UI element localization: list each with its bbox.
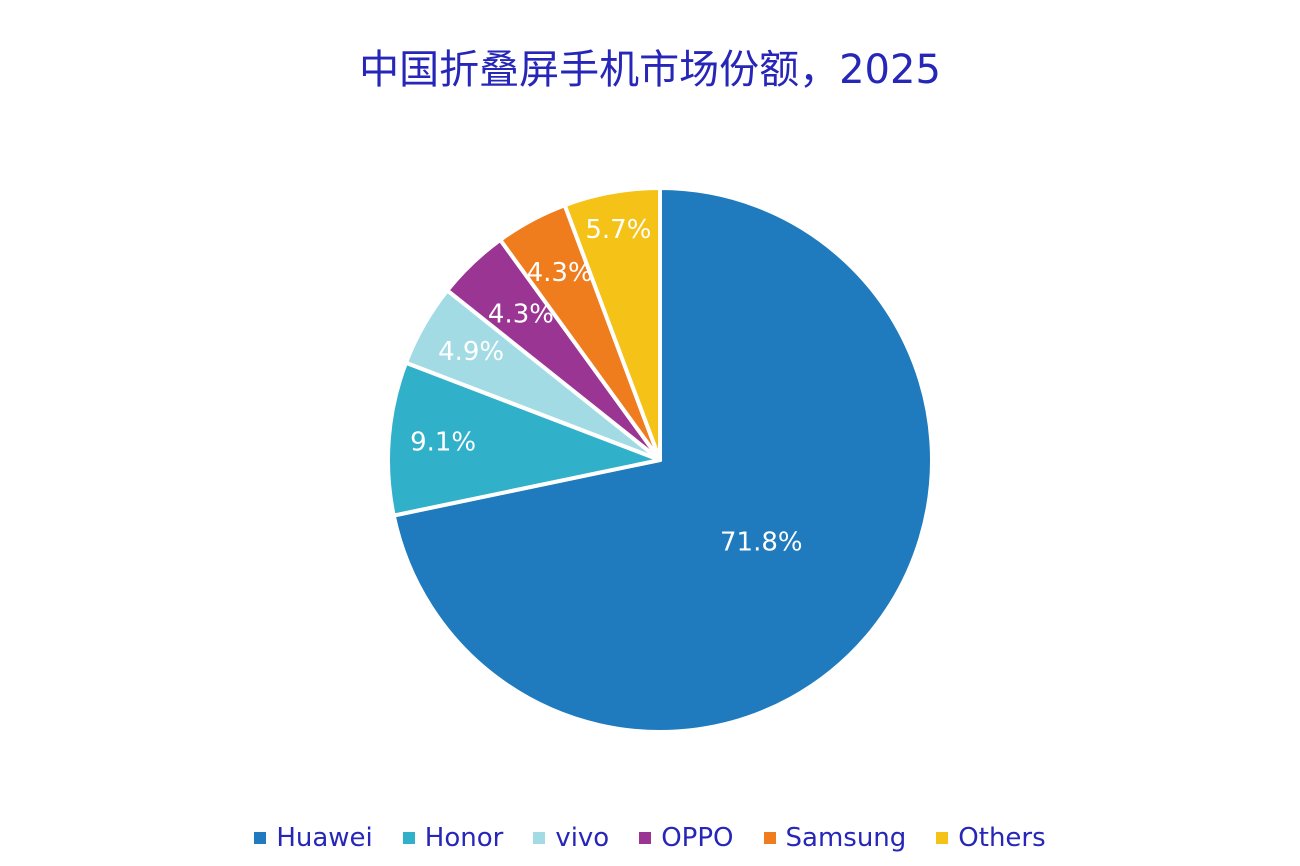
legend-item-samsung: Samsung — [763, 820, 907, 856]
pie-slice-honor — [386, 360, 662, 518]
pie-slice-huawei — [391, 186, 934, 734]
legend-item-others: Others — [936, 820, 1046, 856]
value-label-honor: 9.1% — [410, 428, 476, 458]
legend-swatch — [402, 832, 415, 844]
value-label-samsung: 4.3% — [527, 258, 593, 288]
legend-swatch — [936, 832, 949, 844]
chart-title: 中国折叠屏手机市场份额，2025 — [359, 47, 941, 93]
pie-value-labels: 71.8% 9.1% 4.9% 4.3% 4.3% 5.7% — [410, 215, 803, 558]
legend-item-honor: Honor — [402, 820, 504, 856]
legend-label: Others — [958, 823, 1046, 853]
legend-swatch — [639, 832, 652, 844]
legend: Huawei Honor vivo OPPO Samsung Others — [0, 820, 1300, 856]
legend-label: Samsung — [785, 823, 907, 853]
legend-swatch — [254, 832, 267, 844]
legend-label: Huawei — [276, 823, 373, 853]
value-label-huawei: 71.8% — [720, 527, 803, 557]
pie-slice-others — [562, 186, 662, 462]
legend-label: vivo — [555, 823, 610, 853]
legend-item-huawei: Huawei — [254, 820, 373, 856]
legend-swatch — [533, 832, 546, 844]
legend-label: Honor — [424, 823, 504, 853]
legend-swatch — [763, 832, 776, 844]
value-label-others: 5.7% — [585, 215, 651, 245]
value-label-vivo: 4.9% — [438, 337, 504, 367]
pie-slices — [386, 186, 934, 734]
legend-item-oppo: OPPO — [639, 820, 734, 856]
legend-item-vivo: vivo — [533, 820, 609, 856]
legend-label: OPPO — [661, 823, 734, 853]
value-label-oppo: 4.3% — [488, 299, 554, 329]
